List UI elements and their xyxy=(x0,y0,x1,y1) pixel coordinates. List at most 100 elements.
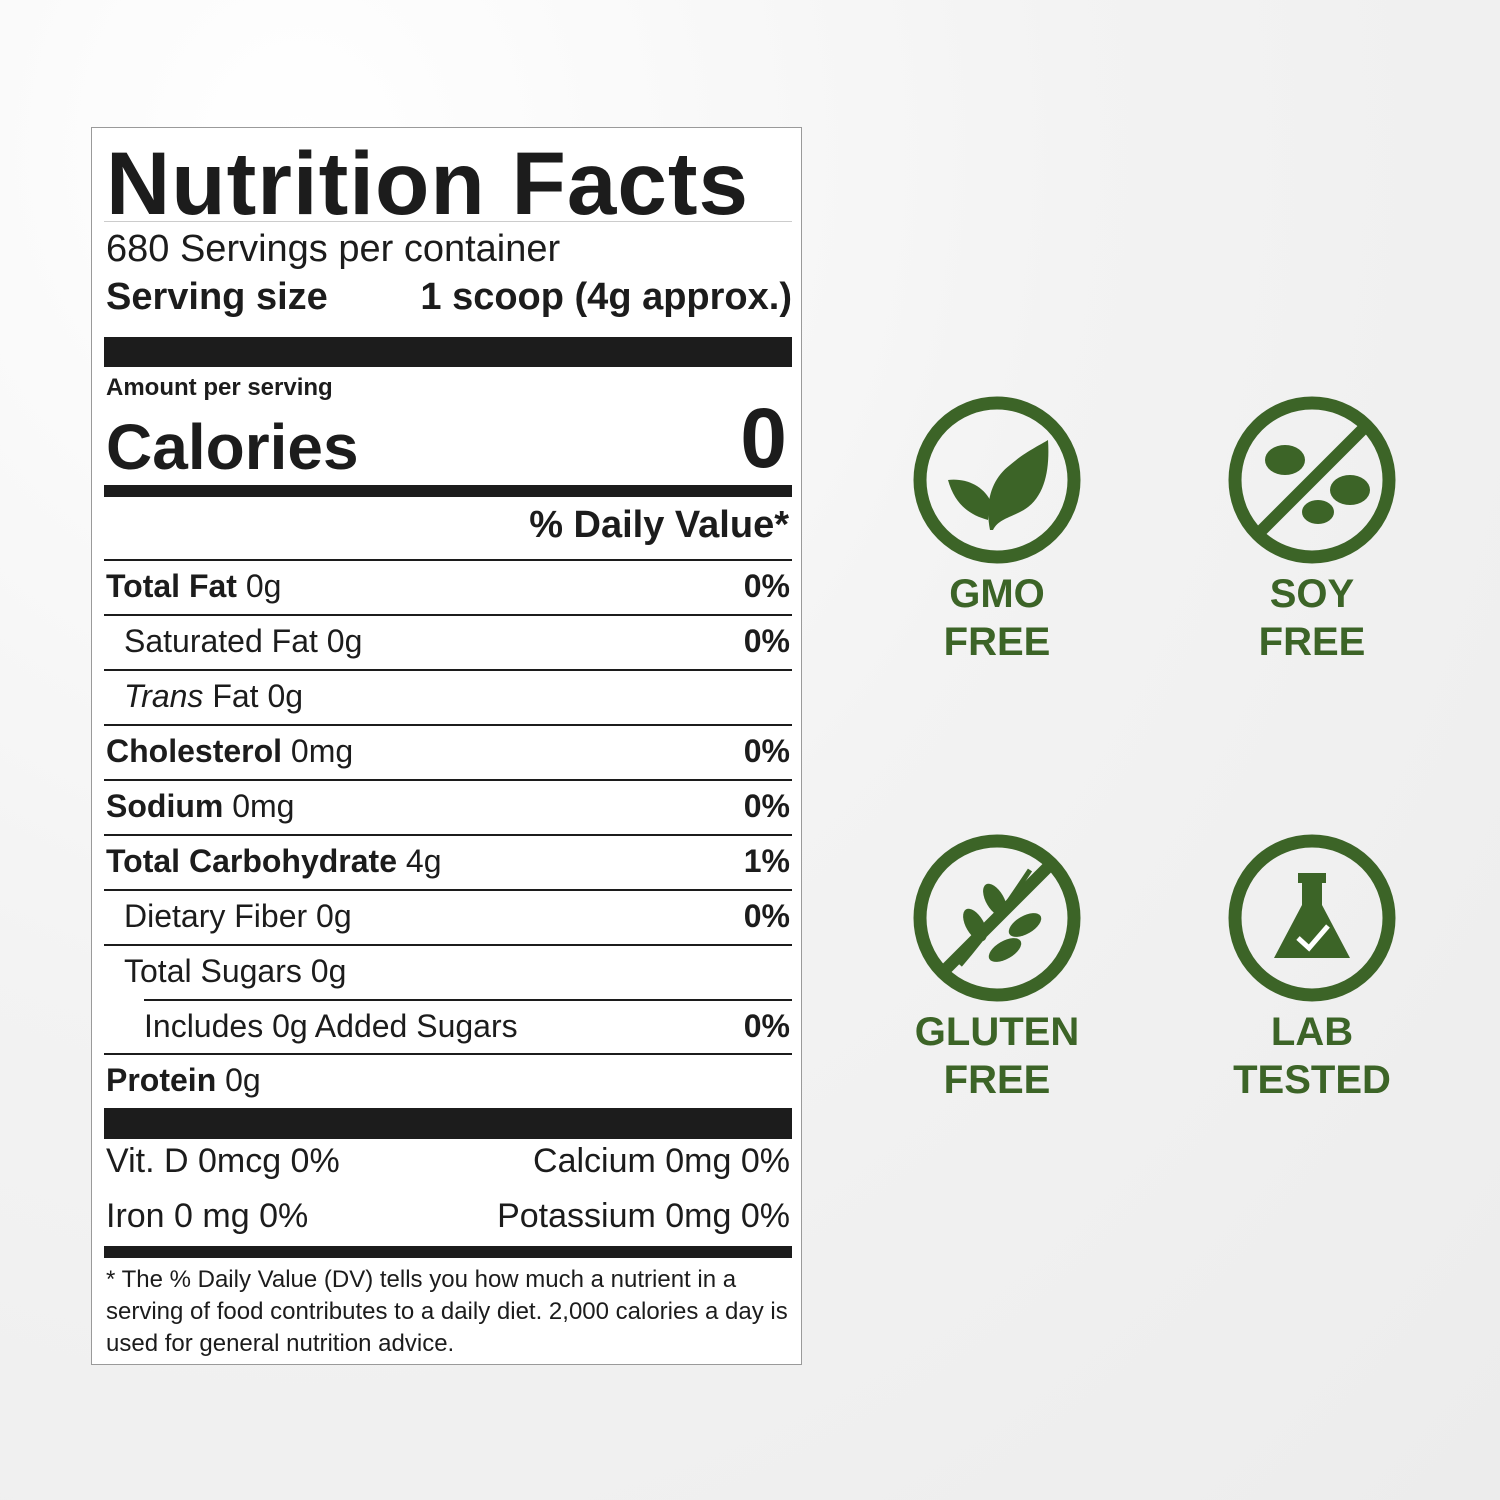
serving-size-value: 1 scoop (4g approx.) xyxy=(420,276,792,318)
nutrient-amount: 0g xyxy=(225,1062,261,1098)
nutrient: Total Sugars 0g xyxy=(124,953,346,990)
nutrient-dv: 0% xyxy=(743,733,790,769)
gmo-icon xyxy=(948,440,1049,530)
ring xyxy=(913,396,1081,564)
nutrient-dv: 0% xyxy=(743,898,790,934)
ring xyxy=(1228,396,1396,564)
nutrient: Saturated Fat 0g xyxy=(124,623,362,660)
badge-rings xyxy=(913,396,1396,1002)
nutrient-dv: 0% xyxy=(743,1008,790,1044)
vitamin: Vit. D 0mcg 0% xyxy=(106,1142,340,1180)
badge-label: GLUTEN FREE xyxy=(847,1008,1147,1104)
slash xyxy=(1253,421,1371,539)
nutrient-row: Protein 0g xyxy=(104,1053,792,1106)
badge-line: FREE xyxy=(943,1058,1051,1102)
nutrient-row: Saturated Fat 0g 0% xyxy=(104,614,792,667)
thick-bar xyxy=(104,1108,792,1139)
nutrient: Cholesterol 0mg xyxy=(106,733,353,770)
nutrient-amount: 0g xyxy=(326,623,363,659)
bean xyxy=(1330,475,1370,505)
nutrient-amount: 0g xyxy=(316,898,352,934)
nutrient: Total Carbohydrate 4g xyxy=(106,843,441,880)
ring xyxy=(913,834,1081,1002)
nutrient-name: Saturated Fat xyxy=(124,623,318,659)
nutrient-amount: 0mg xyxy=(232,788,295,824)
grain xyxy=(988,938,1022,962)
servings: 680 Servings per container xyxy=(106,228,561,270)
badge-label: GMO FREE xyxy=(847,570,1147,666)
badge-line: GLUTEN xyxy=(914,1010,1080,1054)
nutrient-row: Sodium 0mg 0% xyxy=(104,779,792,832)
nutrient-row: Includes 0g Added Sugars 0% xyxy=(144,999,792,1052)
nutrient: Trans Fat 0g xyxy=(124,678,303,715)
nutrient-name: Cholesterol xyxy=(106,733,283,769)
nutrient-row: Trans Fat 0g xyxy=(104,669,792,722)
badge-line: GMO xyxy=(949,572,1045,616)
nutrient-amount: 0g xyxy=(310,953,347,989)
soy-icon xyxy=(1253,421,1371,539)
nutrient-name: Includes 0g Added Sugars xyxy=(144,1008,518,1044)
rule xyxy=(104,221,792,222)
nutrient-row: Total Sugars 0g xyxy=(104,944,792,997)
nutrient: Total Fat 0g xyxy=(106,568,281,605)
leaf xyxy=(948,479,990,520)
nutrient: Sodium 0mg xyxy=(106,788,294,825)
gluten-icon xyxy=(938,859,1056,977)
medium-bar xyxy=(104,485,792,497)
badge-label: LAB TESTED xyxy=(1162,1008,1462,1104)
nutrient-row: Dietary Fiber 0g 0% xyxy=(104,889,792,942)
badge-line: TESTED xyxy=(1233,1058,1391,1102)
nutrition-label: Nutrition Facts 680 Servings per contain… xyxy=(91,127,802,1365)
nutrient-row: Total Fat 0g 0% xyxy=(104,559,792,612)
slash xyxy=(938,859,1056,977)
vitamin-row: Vit. D 0mcg 0% Calcium 0mg 0% xyxy=(106,1142,790,1181)
nutrient-name: Protein xyxy=(106,1062,217,1098)
badge-line: SOY xyxy=(1269,572,1355,616)
amount-per-serving: Amount per serving xyxy=(106,374,333,401)
lab-icon xyxy=(1274,873,1350,958)
nutrient-name: Dietary Fiber xyxy=(124,898,308,934)
nutrient-amount: Fat 0g xyxy=(212,678,304,714)
vitamin-row: Iron 0 mg 0% Potassium 0mg 0% xyxy=(106,1197,790,1236)
footnote: * The % Daily Value (DV) tells you how m… xyxy=(106,1266,788,1357)
medium-bar xyxy=(104,1246,792,1258)
badge-line: LAB xyxy=(1270,1010,1354,1054)
nutrient-name: Total Sugars xyxy=(124,953,302,989)
nutrient-dv: 1% xyxy=(743,843,790,879)
serving-size: Serving size 1 scoop (4g approx.) xyxy=(106,276,792,319)
nutrient-row: Total Carbohydrate 4g 1% xyxy=(104,834,792,887)
vitamin: Iron 0 mg 0% xyxy=(106,1197,309,1235)
vitamin: Calcium 0mg 0% xyxy=(533,1142,790,1180)
calories-label: Calories xyxy=(106,411,359,483)
nutrient-name: Total Carbohydrate xyxy=(106,843,397,879)
nutrient-dv: 0% xyxy=(743,623,790,659)
nutrient-row: Cholesterol 0mg 0% xyxy=(104,724,792,777)
nutrient-name: Total Fat xyxy=(106,568,237,604)
vitamin: Potassium 0mg 0% xyxy=(497,1197,790,1235)
title: Nutrition Facts xyxy=(106,133,749,233)
flask-neck xyxy=(1298,873,1326,883)
check xyxy=(1296,924,1330,952)
bean xyxy=(1302,500,1334,524)
nutrient: Protein 0g xyxy=(106,1062,261,1099)
serving-size-label: Serving size xyxy=(106,276,328,318)
bean xyxy=(1265,445,1305,475)
calories-value: 0 xyxy=(740,391,787,485)
badge-label: SOY FREE xyxy=(1162,570,1462,666)
nutrient-dv: 0% xyxy=(743,788,790,824)
badge-line: FREE xyxy=(1258,620,1366,664)
leaf xyxy=(988,440,1049,530)
nutrient: Dietary Fiber 0g xyxy=(124,898,352,935)
nutrient-name: Trans xyxy=(124,678,204,714)
grain xyxy=(1008,913,1042,937)
nutrient-amount: 4g xyxy=(405,843,442,879)
thick-bar xyxy=(104,337,792,367)
ring xyxy=(1228,834,1396,1002)
nutrient-amount: 0mg xyxy=(290,733,354,769)
daily-value-header: % Daily Value* xyxy=(529,504,789,546)
nutrient-dv: 0% xyxy=(743,568,790,604)
nutrient-name: Sodium xyxy=(106,788,224,824)
badge-line: FREE xyxy=(943,620,1051,664)
